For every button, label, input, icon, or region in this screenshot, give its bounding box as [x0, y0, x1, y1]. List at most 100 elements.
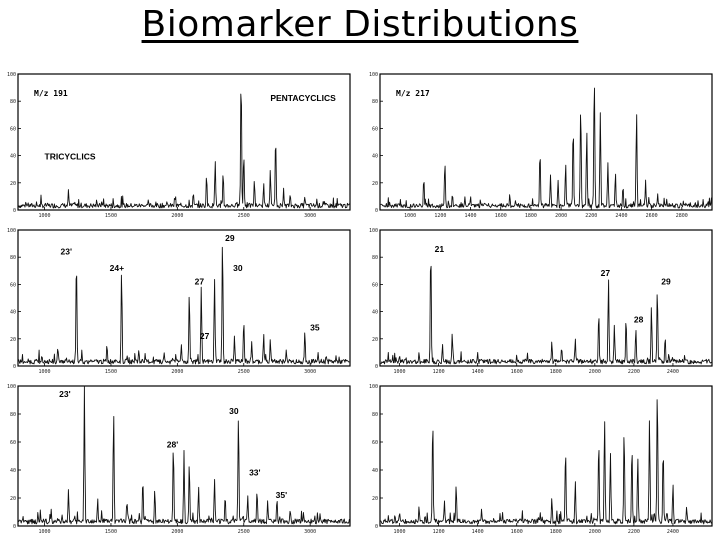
- peak-annotation: 30: [233, 263, 243, 273]
- peak-annotation: 30: [229, 406, 239, 416]
- peak-annotation: 21: [435, 244, 445, 254]
- x-tick-label: 1800: [550, 369, 562, 375]
- x-tick-label: 1500: [105, 369, 117, 375]
- mz-label: M/z 191: [34, 89, 68, 98]
- x-tick-label: 1800: [525, 213, 537, 219]
- x-tick-label: 2000: [171, 369, 183, 375]
- y-tick-label: 40: [372, 468, 378, 474]
- y-tick-label: 100: [7, 384, 16, 390]
- peak-annotation: 27: [601, 268, 611, 278]
- x-tick-label: 2500: [238, 213, 250, 219]
- x-tick-label: 1600: [495, 213, 507, 219]
- x-tick-label: 1400: [472, 369, 484, 375]
- y-tick-label: 20: [10, 337, 16, 343]
- y-tick-label: 80: [372, 255, 378, 261]
- peak-annotation: 35: [310, 323, 320, 333]
- chart-svg: 0 20 40 60 80 100 1000 1200 1400 1600 1800 2000 2200…: [369, 384, 713, 535]
- x-tick-label: 2500: [238, 369, 250, 375]
- peak-annotation: 29: [225, 233, 235, 243]
- plot-frame: [17, 229, 351, 367]
- y-tick-label: 40: [372, 154, 378, 160]
- y-tick-label: 0: [13, 524, 16, 530]
- x-tick-label: 3000: [304, 213, 316, 219]
- y-tick-label: 80: [372, 99, 378, 105]
- peak-annotation: 24+: [110, 263, 124, 273]
- x-tick-label: 1600: [511, 369, 523, 375]
- x-tick-label: 2400: [615, 213, 627, 219]
- x-tick-label: 2200: [585, 213, 597, 219]
- y-tick-label: 60: [372, 126, 378, 132]
- chart-svg: 0 20 40 60 80 100 1000 1500 2000 2500 3000 M/z 191 P…: [7, 72, 351, 219]
- spectrum-trace: [380, 87, 713, 209]
- chart-panel-middle-right: 0 20 40 60 80 100 1000 1200 1400 1600 1800 2000 2200…: [368, 228, 714, 376]
- y-tick-label: 100: [369, 384, 378, 390]
- peak-annotation: 27: [200, 331, 210, 341]
- plot-frame: [379, 73, 713, 211]
- chart-panel-bottom-right: 0 20 40 60 80 100 1000 1200 1400 1600 1800 2000 2200…: [368, 384, 714, 536]
- x-tick-label: 1500: [105, 213, 117, 219]
- y-tick-label: 0: [375, 364, 378, 370]
- x-tick-label: 1000: [39, 529, 51, 535]
- peak-annotation: 35': [276, 490, 287, 500]
- x-tick-label: 1000: [39, 213, 51, 219]
- peak-annotation: 28: [634, 314, 644, 324]
- mz-label: M/z 217: [396, 89, 430, 98]
- y-tick-label: 40: [10, 154, 16, 160]
- y-tick-label: 0: [375, 208, 378, 214]
- y-tick-label: 20: [372, 181, 378, 187]
- spectrum-trace: [18, 385, 350, 525]
- x-tick-label: 1500: [105, 529, 117, 535]
- y-tick-label: 40: [372, 310, 378, 316]
- spectrum-trace: [380, 399, 712, 525]
- spectrum-trace: [380, 265, 712, 365]
- y-tick-label: 20: [372, 337, 378, 343]
- x-tick-label: 2400: [667, 529, 679, 535]
- plot-frame: [17, 385, 351, 527]
- y-tick-label: 60: [372, 282, 378, 288]
- x-tick-label: 2000: [589, 369, 601, 375]
- x-tick-label: 2200: [628, 369, 640, 375]
- peak-annotation: 23': [59, 389, 70, 399]
- chart-svg: 0 20 40 60 80 100 1000 1200 1400 1600 1800 2000 2200…: [369, 72, 713, 219]
- y-tick-label: 0: [13, 208, 16, 214]
- x-tick-label: 2200: [628, 529, 640, 535]
- x-tick-label: 1400: [472, 529, 484, 535]
- spectrum-trace: [18, 93, 350, 209]
- plot-frame: [379, 385, 713, 527]
- y-tick-label: 100: [369, 228, 378, 234]
- chart-panel-bottom-left: 0 20 40 60 80 100 1000 1500 2000 2500 3000 23' 30 28'…: [6, 384, 352, 536]
- y-tick-label: 20: [10, 181, 16, 187]
- y-tick-label: 0: [13, 364, 16, 370]
- x-tick-label: 1200: [433, 529, 445, 535]
- peak-annotation: 28': [167, 440, 178, 450]
- y-tick-label: 80: [10, 99, 16, 105]
- y-tick-label: 100: [369, 72, 378, 78]
- chart-panel-top-right: 0 20 40 60 80 100 1000 1200 1400 1600 1800 2000 2200…: [368, 72, 714, 220]
- x-tick-label: 3000: [304, 369, 316, 375]
- x-tick-label: 1600: [511, 529, 523, 535]
- x-tick-label: 2000: [555, 213, 567, 219]
- y-tick-label: 20: [372, 496, 378, 502]
- peak-annotation: 33': [249, 468, 260, 478]
- plot-frame: [17, 73, 351, 211]
- peak-annotation: 27: [195, 276, 205, 286]
- y-tick-label: 100: [7, 72, 16, 78]
- y-tick-label: 20: [10, 496, 16, 502]
- y-tick-label: 80: [10, 412, 16, 418]
- peak-annotation: 29: [661, 276, 671, 286]
- x-tick-label: 1200: [434, 213, 446, 219]
- y-tick-label: 100: [7, 228, 16, 234]
- peak-annotation: PENTACYCLICS: [270, 93, 336, 103]
- x-tick-label: 3000: [304, 529, 316, 535]
- chart-svg: 0 20 40 60 80 100 1000 1500 2000 2500 3000 23' 24+ 29…: [7, 228, 351, 375]
- peak-annotation: 23': [60, 246, 71, 256]
- y-tick-label: 60: [10, 126, 16, 132]
- y-tick-label: 60: [10, 282, 16, 288]
- x-tick-label: 1000: [39, 369, 51, 375]
- y-tick-label: 60: [10, 440, 16, 446]
- chart-panel-top-left: 0 20 40 60 80 100 1000 1500 2000 2500 3000 M/z 191 P…: [6, 72, 352, 220]
- x-tick-label: 1000: [404, 213, 416, 219]
- chart-panel-middle-left: 0 20 40 60 80 100 1000 1500 2000 2500 3000 23' 24+ 29…: [6, 228, 352, 376]
- y-tick-label: 0: [375, 524, 378, 530]
- y-tick-label: 80: [10, 255, 16, 261]
